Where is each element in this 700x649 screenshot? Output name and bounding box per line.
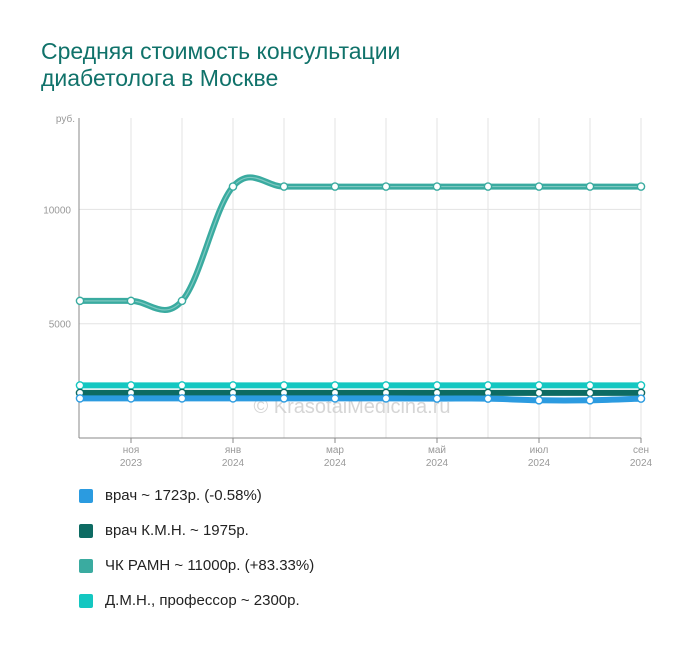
- x-tick-label-year: 2024: [324, 458, 347, 469]
- data-point: [330, 394, 340, 403]
- data-point: [279, 381, 289, 390]
- data-point: [126, 381, 136, 390]
- legend-label: ЧК РАМН ~ 11000р. (+83.33%): [105, 557, 315, 574]
- x-tick-label-year: 2024: [426, 458, 449, 469]
- x-tick-label-year: 2023: [120, 458, 143, 469]
- data-point: [534, 182, 544, 191]
- data-point: [534, 388, 544, 398]
- data-point: [585, 388, 595, 398]
- data-point: [177, 394, 187, 403]
- line-chart: © KrasotaiMedicina.ru руб. 5000 10000 ноя 20…: [43, 113, 652, 469]
- data-point: [585, 381, 595, 390]
- series-line-highlight: [79, 176, 641, 311]
- series-lines: [75, 174, 646, 405]
- data-point: [432, 394, 442, 403]
- data-point: [75, 381, 85, 390]
- data-point: [636, 394, 646, 403]
- data-point: [534, 395, 544, 405]
- y-tick-label: 5000: [49, 320, 72, 331]
- data-point: [177, 381, 187, 390]
- legend-swatch: [79, 523, 93, 538]
- tick-labels: руб. 5000 10000 ноя 2023 янв 2024 мар 2024 май 202…: [43, 113, 652, 469]
- legend-swatch: [79, 593, 93, 608]
- data-point: [279, 182, 289, 191]
- y-tick-label: 10000: [43, 205, 71, 216]
- data-point: [381, 182, 391, 191]
- series-line: [77, 174, 644, 313]
- data-point: [381, 394, 391, 403]
- legend-label: врач К.М.Н. ~ 1975р.: [105, 522, 249, 539]
- x-tick-label-month: май: [428, 445, 446, 456]
- data-point: [483, 394, 493, 403]
- data-point: [228, 394, 238, 403]
- data-point: [483, 182, 493, 191]
- x-tick-label-month: ноя: [123, 445, 140, 456]
- series-4: [75, 381, 646, 390]
- data-point: [279, 394, 289, 403]
- legend: врач ~ 1723р. (-0.58%) врач К.М.Н. ~ 1975…: [79, 485, 314, 625]
- data-point: [636, 182, 646, 191]
- legend-label: Д.М.Н., профессор ~ 2300р.: [105, 592, 300, 609]
- data-point: [585, 395, 595, 405]
- data-point: [177, 296, 187, 306]
- x-tick-label-year: 2024: [222, 458, 245, 469]
- x-tick-label-month: сен: [633, 445, 649, 456]
- data-point: [381, 381, 391, 390]
- data-point: [432, 381, 442, 390]
- chart-title: Средняя стоимость консультации диабетоло…: [41, 38, 601, 92]
- data-point: [432, 182, 442, 191]
- chart-title-line-2: диабетолога в Москве: [41, 65, 279, 91]
- x-tick-label-month: мар: [326, 445, 344, 456]
- x-tick-label-year: 2024: [528, 458, 551, 469]
- x-tick-label-year: 2024: [630, 458, 653, 469]
- x-tick-label-month: июл: [530, 445, 549, 456]
- series-line: [77, 395, 644, 404]
- legend-item[interactable]: Д.М.Н., профессор ~ 2300р.: [79, 590, 314, 611]
- data-point: [228, 381, 238, 390]
- data-point: [75, 296, 85, 306]
- legend-item[interactable]: врач ~ 1723р. (-0.58%): [79, 485, 314, 506]
- legend-swatch: [79, 558, 93, 573]
- legend-item[interactable]: врач К.М.Н. ~ 1975р.: [79, 520, 314, 541]
- x-tick-label-month: янв: [225, 445, 241, 456]
- data-point: [483, 381, 493, 390]
- legend-item[interactable]: ЧК РАМН ~ 11000р. (+83.33%): [79, 555, 314, 576]
- series-1: [75, 394, 646, 405]
- chart-title-line-1: Средняя стоимость консультации: [41, 38, 401, 64]
- legend-label: врач ~ 1723р. (-0.58%): [105, 487, 262, 504]
- series-3: [75, 174, 646, 313]
- y-axis-unit-label: руб.: [56, 113, 75, 125]
- data-point: [126, 394, 136, 403]
- data-point: [75, 394, 85, 403]
- data-point: [330, 381, 340, 390]
- data-point: [126, 296, 136, 306]
- legend-swatch: [79, 488, 93, 503]
- data-point: [228, 182, 238, 191]
- data-point: [585, 182, 595, 191]
- data-point: [534, 381, 544, 390]
- data-point: [330, 182, 340, 191]
- data-point: [636, 381, 646, 390]
- watermark: © KrasotaiMedicina.ru: [253, 396, 450, 418]
